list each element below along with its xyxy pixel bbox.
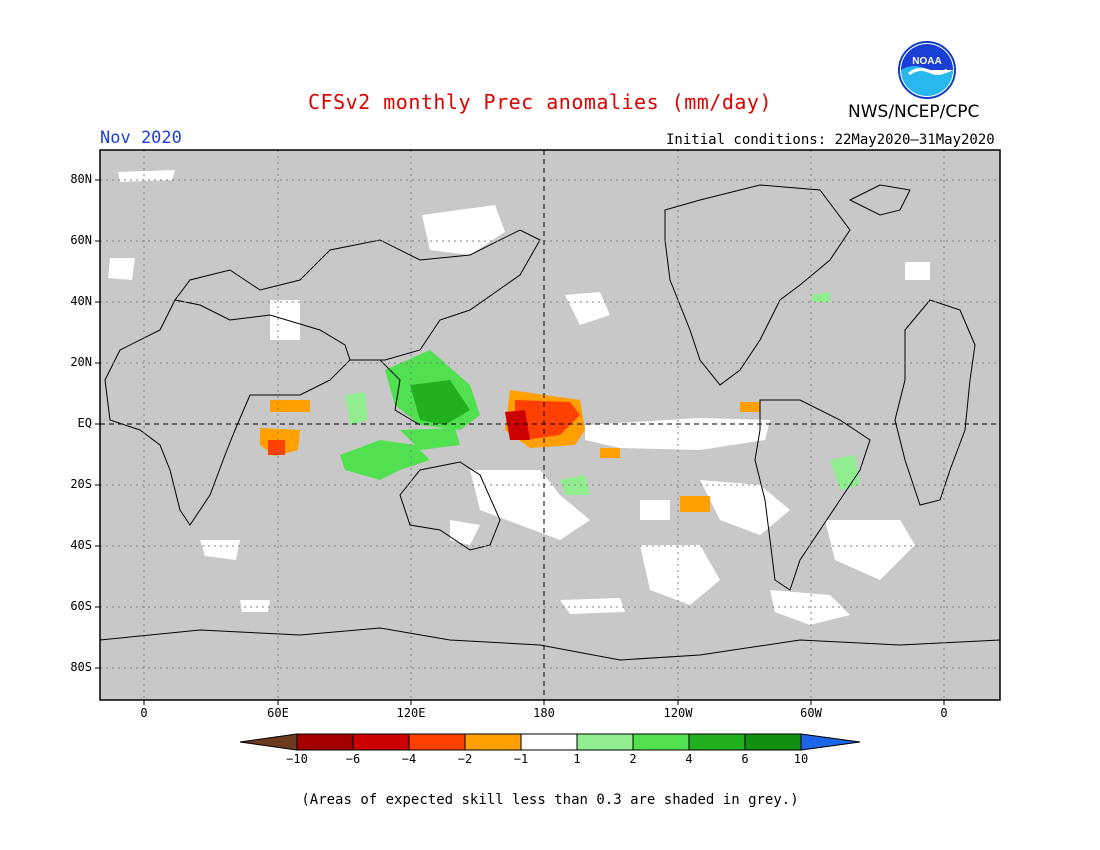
colorbar-label: 4 xyxy=(685,752,693,766)
lat-label: 80N xyxy=(70,172,92,186)
negative-anomaly-regions xyxy=(260,390,760,512)
logo-text: NOAA xyxy=(912,56,941,67)
lat-label: 60S xyxy=(70,599,92,613)
colorbar-label: 2 xyxy=(629,752,637,766)
colorbar-label: 1 xyxy=(573,752,581,766)
noaa-logo-icon: NOAA xyxy=(898,41,956,99)
lon-label: 120W xyxy=(663,706,693,720)
initial-conditions: Initial conditions: 22May2020–31May2020 xyxy=(666,132,995,148)
lon-label: 180 xyxy=(533,706,555,720)
lat-label: 80S xyxy=(70,660,92,674)
colorbar-swatch xyxy=(520,733,578,751)
colorbar-swatch xyxy=(464,733,522,751)
colorbar-label: −10 xyxy=(286,752,308,766)
lat-label: 60N xyxy=(70,233,92,247)
lat-label: 40N xyxy=(70,294,92,308)
colorbar-label: 6 xyxy=(741,752,749,766)
colorbar-swatch xyxy=(408,733,466,751)
lat-label: EQ xyxy=(77,416,92,430)
agency-label: NWS/NCEP/CPC xyxy=(848,102,980,122)
colorbar-label: −4 xyxy=(401,752,417,766)
coastlines xyxy=(100,184,1000,661)
graticule xyxy=(100,150,1000,700)
lat-label: 40S xyxy=(70,538,92,552)
colorbar-label: −6 xyxy=(345,752,361,766)
lon-label: 60E xyxy=(267,706,289,720)
colorbar-swatch xyxy=(576,733,634,751)
colorbar-swatch xyxy=(296,733,354,751)
colorbar-arrow-high xyxy=(800,733,861,751)
lon-label: 120E xyxy=(396,706,426,720)
lon-label: 0 xyxy=(940,706,948,720)
colorbar-swatch xyxy=(744,733,802,751)
positive-anomaly-regions xyxy=(340,292,860,495)
colorbar-arrow-low xyxy=(239,733,298,751)
colorbar-swatch xyxy=(688,733,746,751)
map-frame xyxy=(99,149,1001,701)
colorbar-label: −2 xyxy=(457,752,473,766)
lat-label: 20N xyxy=(70,355,92,369)
colorbar-swatch xyxy=(632,733,690,751)
colorbar-label: 10 xyxy=(793,752,809,766)
chart-title: CFSv2 monthly Prec anomalies (mm/day) xyxy=(307,90,773,114)
neutral-anomaly-regions xyxy=(108,170,930,625)
colorbar-swatch xyxy=(352,733,410,751)
lat-label: 20S xyxy=(70,477,92,491)
axis-ticks xyxy=(95,179,945,705)
lon-label: 0 xyxy=(140,706,148,720)
forecast-month: Nov 2020 xyxy=(100,128,182,148)
colorbar xyxy=(239,733,861,751)
colorbar-label: −1 xyxy=(513,752,529,766)
lon-label: 60W xyxy=(800,706,822,720)
reference-lines xyxy=(100,150,1000,700)
skill-footnote: (Areas of expected skill less than 0.3 a… xyxy=(301,792,799,808)
